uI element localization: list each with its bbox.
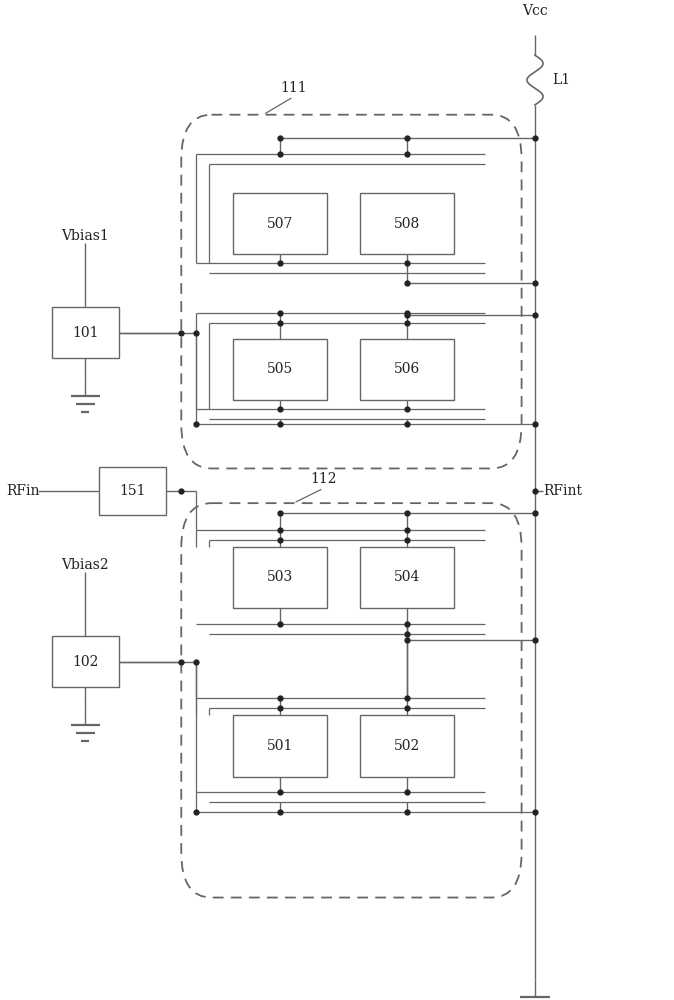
- Text: 501: 501: [267, 739, 293, 753]
- Text: 507: 507: [267, 217, 293, 231]
- FancyBboxPatch shape: [233, 193, 327, 254]
- Text: 504: 504: [394, 570, 421, 584]
- Text: 151: 151: [119, 484, 146, 498]
- Text: 506: 506: [394, 362, 421, 376]
- FancyBboxPatch shape: [52, 307, 119, 358]
- Text: RFint: RFint: [543, 484, 582, 498]
- Text: Vbias1: Vbias1: [61, 229, 109, 243]
- FancyBboxPatch shape: [52, 636, 119, 687]
- FancyBboxPatch shape: [361, 339, 454, 400]
- FancyBboxPatch shape: [361, 715, 454, 777]
- Text: 112: 112: [310, 472, 337, 486]
- Text: Vcc: Vcc: [522, 4, 548, 18]
- Text: 503: 503: [267, 570, 293, 584]
- FancyBboxPatch shape: [361, 547, 454, 608]
- Text: 502: 502: [394, 739, 421, 753]
- Text: RFin: RFin: [7, 484, 40, 498]
- FancyBboxPatch shape: [361, 193, 454, 254]
- Text: 111: 111: [280, 81, 307, 95]
- FancyBboxPatch shape: [233, 339, 327, 400]
- FancyBboxPatch shape: [98, 467, 166, 515]
- Text: L1: L1: [552, 73, 570, 87]
- FancyBboxPatch shape: [233, 715, 327, 777]
- Text: 102: 102: [72, 655, 98, 669]
- Text: 508: 508: [394, 217, 421, 231]
- Text: 505: 505: [267, 362, 293, 376]
- Text: 101: 101: [72, 326, 98, 340]
- Text: Vbias2: Vbias2: [61, 558, 109, 572]
- FancyBboxPatch shape: [233, 547, 327, 608]
